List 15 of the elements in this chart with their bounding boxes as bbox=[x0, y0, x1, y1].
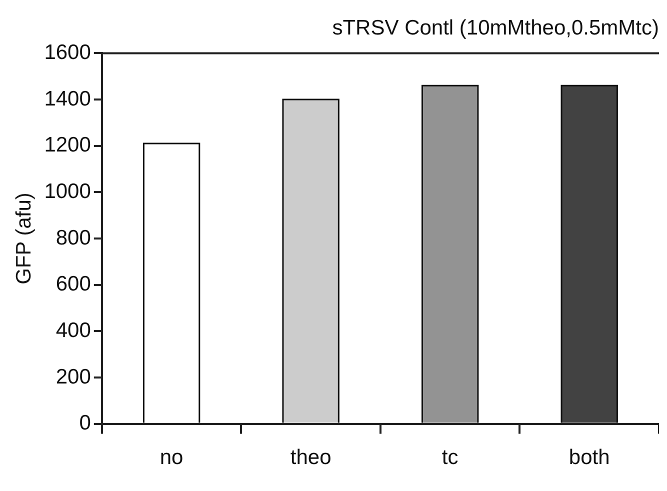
x-tick-label: tc bbox=[442, 446, 458, 470]
y-tick-label: 1400 bbox=[44, 87, 91, 110]
y-tick-label: 0 bbox=[79, 412, 91, 435]
x-tick-label: theo bbox=[290, 446, 332, 470]
y-tick-label: 1200 bbox=[44, 134, 91, 157]
chart-title: sTRSV Contl (10mMtheo,0.5mMtc) bbox=[332, 16, 659, 40]
y-axis-title: GFP (afu) bbox=[12, 192, 36, 284]
y-tick-label: 400 bbox=[56, 318, 91, 342]
y-tick-label: 1600 bbox=[44, 40, 91, 64]
x-tick-label: no bbox=[160, 446, 184, 470]
y-tick-label: 600 bbox=[56, 272, 91, 296]
y-tick-label: 200 bbox=[56, 365, 91, 388]
x-tick-label: both bbox=[568, 446, 610, 470]
y-tick-label: 800 bbox=[56, 226, 91, 250]
y-tick-label: 1000 bbox=[44, 180, 91, 203]
